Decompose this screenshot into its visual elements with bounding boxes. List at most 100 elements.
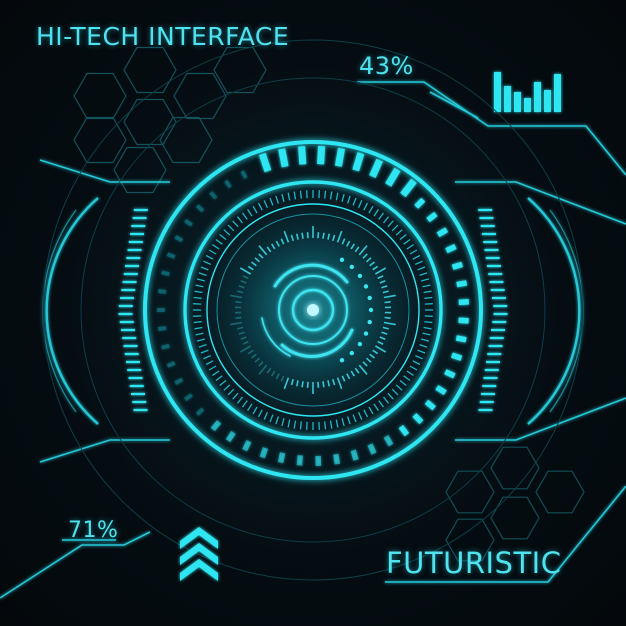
gauge-segment — [161, 270, 170, 277]
tick-mark — [377, 340, 384, 345]
level-bar — [504, 86, 511, 112]
tick-mark — [335, 192, 339, 201]
gauge-segment — [157, 326, 167, 331]
gauge-segment — [455, 335, 467, 343]
tick-mark — [205, 254, 214, 260]
gauge-segment — [445, 243, 457, 254]
tick-mark — [382, 216, 390, 224]
indicator-dot — [339, 358, 345, 363]
hexagon-grid-icon — [445, 446, 585, 562]
gauge-segment — [398, 424, 410, 437]
tick-mark — [395, 229, 403, 236]
tick-mark — [241, 212, 248, 220]
footer-label: FUTURISTIC — [386, 546, 562, 580]
indicator-dot — [339, 257, 345, 262]
tick-mark — [263, 200, 268, 208]
tick-mark — [346, 240, 351, 247]
tick-mark — [240, 336, 247, 340]
indicator-dot — [349, 264, 354, 270]
level-bar — [554, 74, 561, 112]
tick-mark — [241, 400, 248, 408]
gauge-segment — [412, 413, 424, 425]
tick-mark — [269, 197, 274, 206]
indicator-dot — [367, 319, 372, 325]
hexagon-cell — [159, 116, 213, 164]
tick-mark — [258, 245, 268, 256]
tick-mark — [358, 245, 368, 256]
tick-mark — [238, 331, 245, 335]
gauge-segment — [426, 211, 438, 223]
hexagon-cell — [490, 496, 540, 540]
bottom-percentage-readout: 71% — [68, 518, 119, 543]
indicator-dot — [357, 341, 363, 347]
gauge-segment — [278, 148, 289, 168]
tick-mark — [362, 361, 368, 367]
tick-mark — [266, 367, 272, 374]
tick-mark — [424, 321, 433, 324]
tick-mark — [205, 360, 214, 366]
gauge-segment — [240, 170, 248, 180]
tick-mark — [381, 331, 388, 335]
tick-mark — [287, 419, 291, 428]
hexagon-cell — [535, 470, 585, 514]
connector-lines — [0, 81, 626, 599]
gauge-segment — [456, 280, 468, 288]
tick-mark — [257, 202, 263, 211]
tick-mark — [368, 205, 374, 214]
tick-mark — [341, 418, 345, 427]
tick-mark — [372, 265, 379, 271]
tick-mark — [247, 403, 253, 411]
tick-mark — [387, 392, 394, 400]
tick-mark — [219, 233, 227, 241]
tick-mark — [350, 370, 355, 377]
tick-mark — [247, 265, 254, 271]
level-bar — [494, 72, 501, 112]
radial-gauge — [157, 146, 469, 466]
tick-mark — [424, 296, 433, 299]
background-rings — [42, 39, 584, 581]
gauge-segment — [259, 447, 269, 459]
tick-mark — [369, 353, 375, 359]
right-bracket-ticks — [478, 208, 508, 412]
tick-mark — [352, 414, 357, 423]
indicator-dot — [367, 295, 372, 301]
tick-mark — [227, 224, 235, 232]
tick-mark — [293, 420, 297, 429]
tick-mark — [219, 379, 227, 387]
level-bar — [514, 92, 521, 112]
tick-mark — [322, 381, 325, 388]
tick-mark — [240, 280, 247, 284]
tick-mark — [403, 238, 411, 245]
tick-mark — [327, 233, 330, 240]
tick-mark — [391, 388, 399, 396]
tick-mark — [372, 349, 379, 355]
gauge-segment — [435, 385, 447, 396]
gauge-segment — [367, 443, 377, 455]
tick-mark — [412, 254, 421, 260]
indicator-dot — [349, 350, 354, 356]
tick-mark — [362, 253, 368, 259]
tick-mark — [239, 345, 252, 353]
tick-mark — [382, 396, 390, 404]
tick-mark — [358, 200, 363, 208]
tick-mark — [247, 349, 254, 355]
level-bar — [524, 98, 531, 112]
gauge-segment — [352, 152, 365, 172]
tick-mark — [252, 406, 258, 415]
tick-mark — [215, 238, 223, 245]
tick-mark — [280, 375, 285, 382]
tick-mark — [251, 261, 257, 267]
tick-mark — [239, 267, 252, 275]
tick-mark — [399, 379, 407, 387]
gauge-segment — [458, 299, 469, 306]
tick-mark — [223, 384, 231, 391]
tick-mark — [299, 421, 302, 430]
tick-mark — [232, 392, 239, 400]
tick-mark — [406, 244, 414, 250]
tick-mark — [299, 190, 302, 199]
tick-mark — [247, 209, 253, 217]
tick-mark — [194, 290, 203, 294]
gauge-segment — [444, 369, 456, 379]
tick-mark — [341, 238, 346, 245]
tick-mark — [275, 240, 280, 247]
